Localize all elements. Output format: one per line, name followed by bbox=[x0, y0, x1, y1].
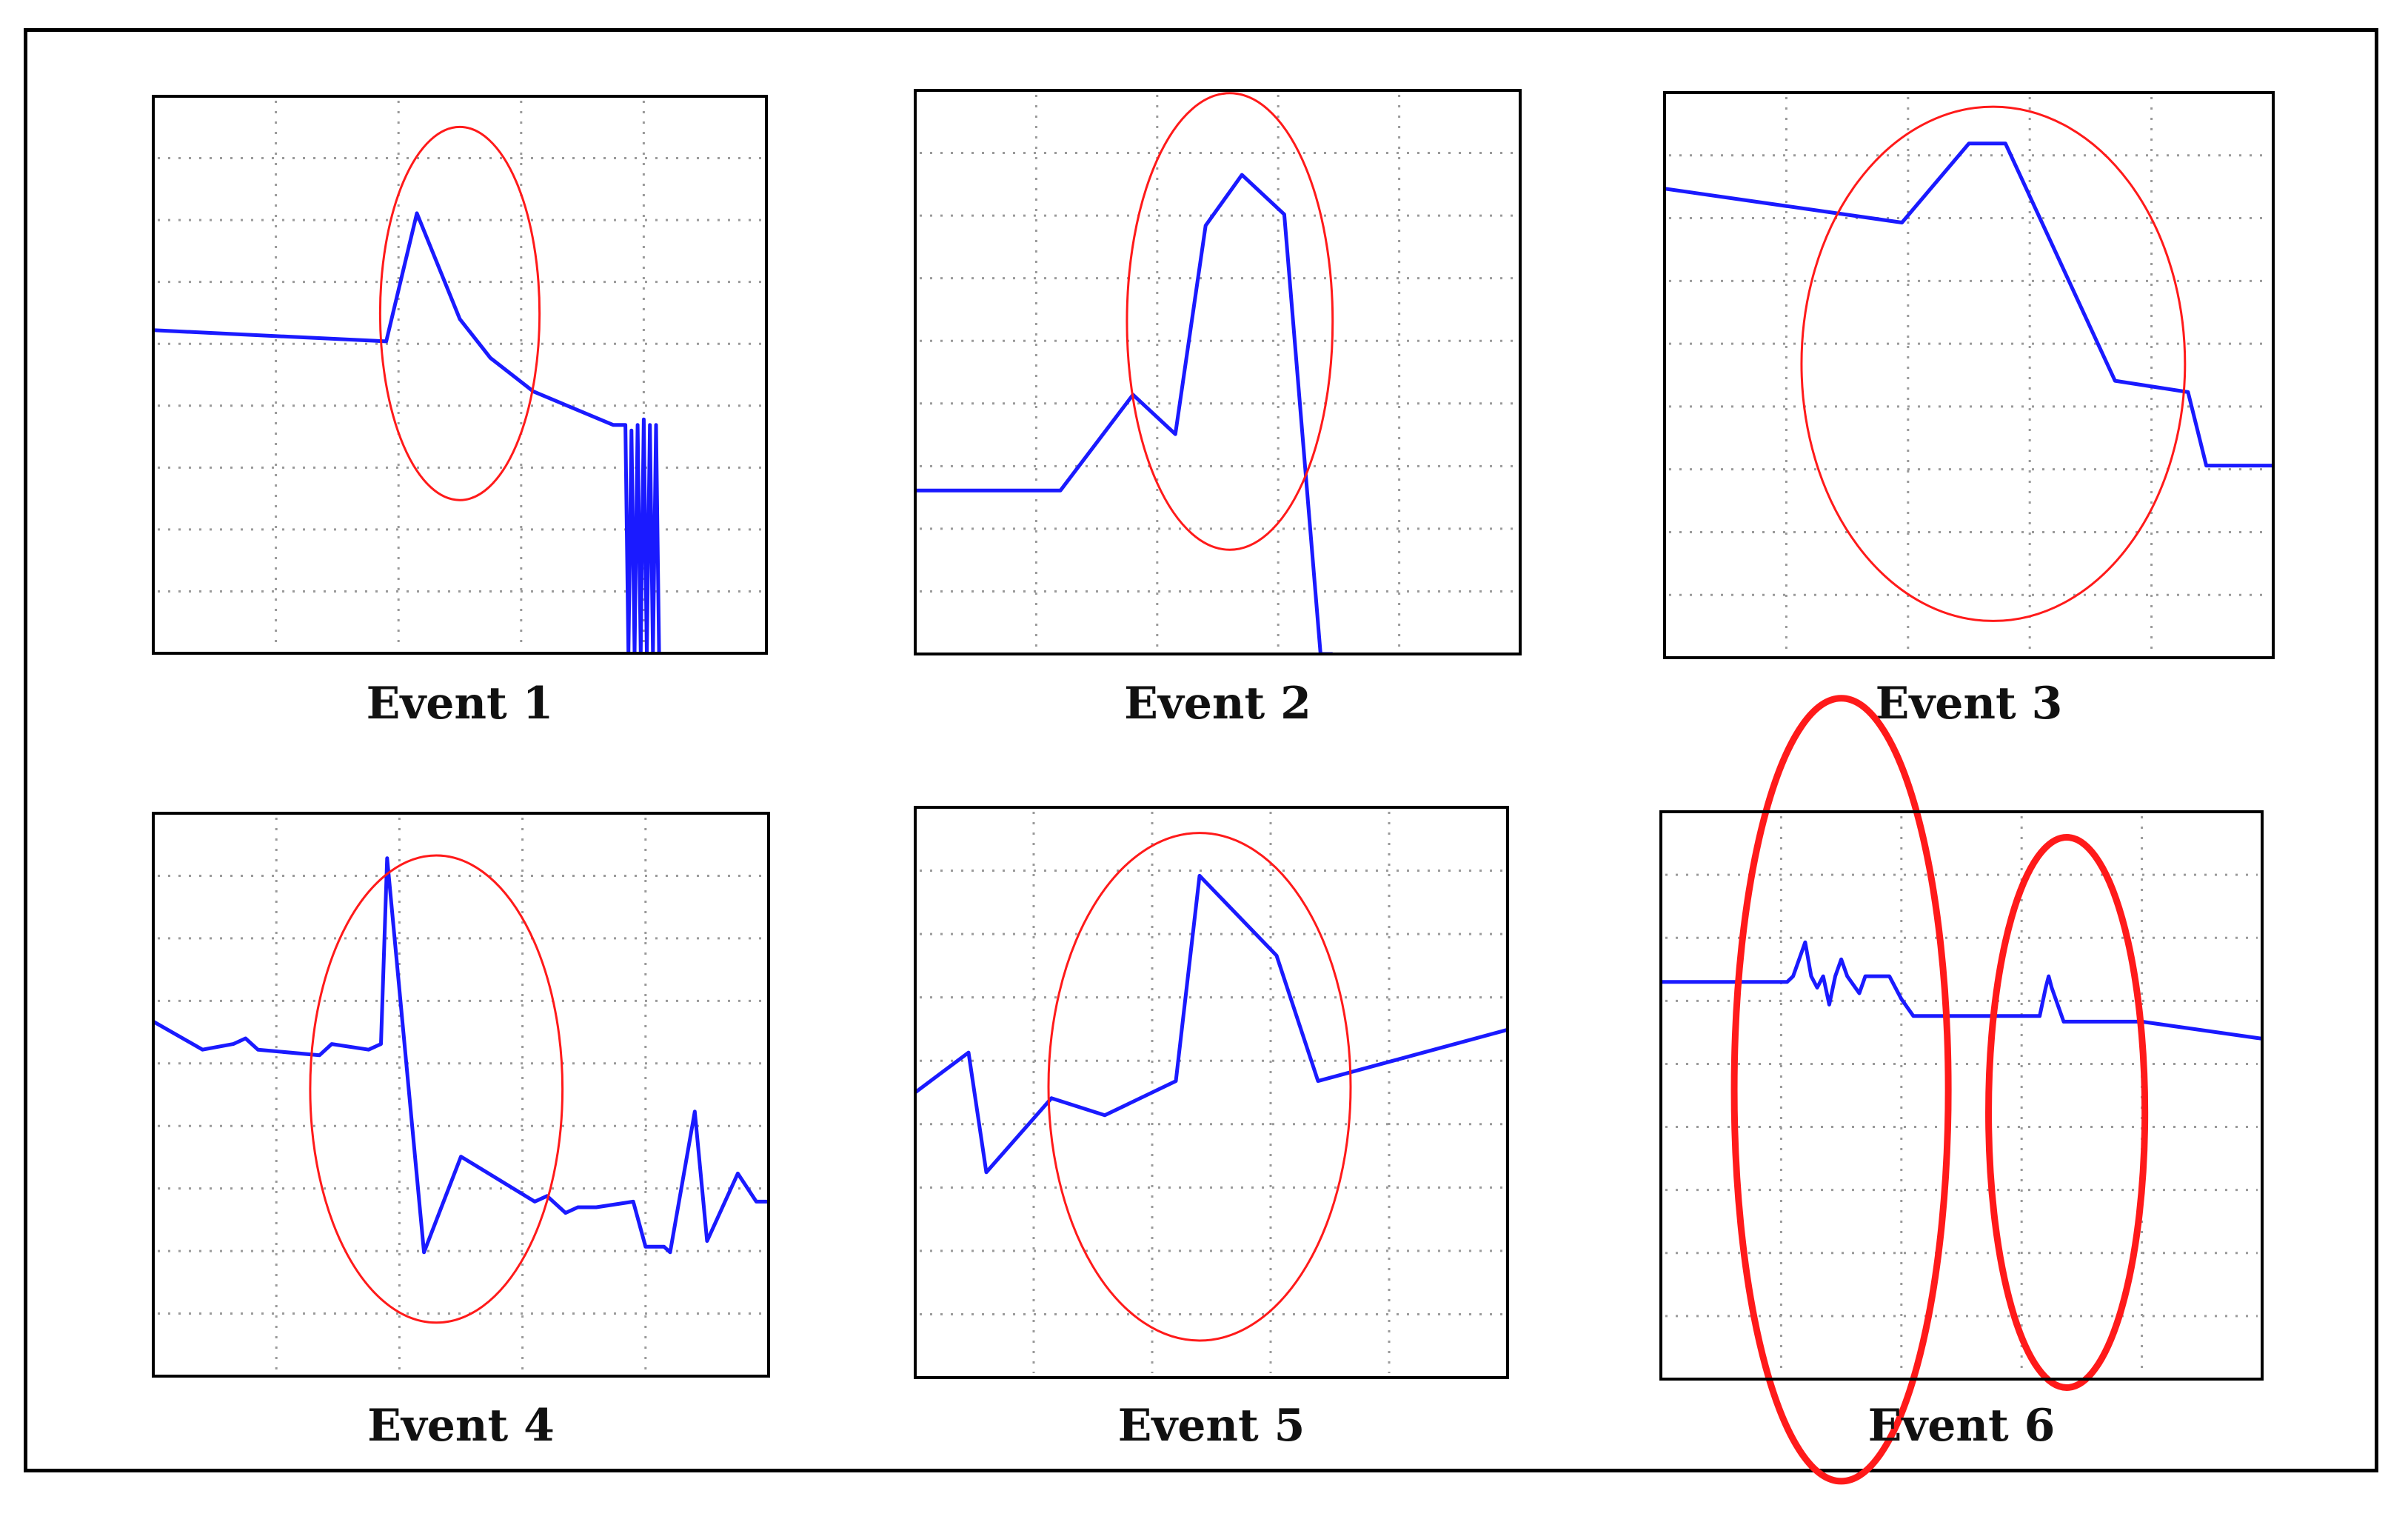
event-1-highlight-1 bbox=[378, 125, 541, 501]
event-3-highlight-1 bbox=[1800, 105, 2187, 622]
event-3-trace bbox=[1665, 141, 2273, 468]
event-1-panel: Event 1 bbox=[152, 95, 768, 730]
event-6-highlight-2 bbox=[1985, 833, 2149, 1391]
event-2-plot-area bbox=[915, 90, 1520, 654]
event-5-border bbox=[914, 806, 1509, 1379]
event-3-border bbox=[1663, 91, 2275, 659]
event-5-trace bbox=[915, 873, 1508, 1175]
event-5-highlight-1 bbox=[1047, 832, 1352, 1342]
event-4-border bbox=[152, 812, 770, 1378]
event-4-panel: Event 4 bbox=[152, 812, 770, 1452]
event-6-label: Event 6 bbox=[1868, 1400, 2056, 1452]
event-3-panel: Event 3 bbox=[1663, 91, 2275, 730]
event-3-plot-area bbox=[1665, 93, 2273, 658]
event-4-plot-area bbox=[153, 813, 769, 1376]
event-2-label: Event 2 bbox=[1124, 678, 1311, 730]
event-4-label: Event 4 bbox=[367, 1400, 555, 1452]
event-3-label: Event 3 bbox=[1876, 678, 2063, 730]
event-6-trace bbox=[1661, 940, 2262, 1041]
event-2-highlight-1 bbox=[1126, 92, 1334, 551]
event-5-grid bbox=[920, 812, 1503, 1373]
event-1-plot-area bbox=[153, 96, 766, 653]
event-2-trace bbox=[915, 173, 1333, 654]
event-2-border bbox=[914, 89, 1522, 655]
event-6-border bbox=[1659, 810, 2264, 1381]
event-2-panel: Event 2 bbox=[914, 89, 1522, 730]
event-6-panel: Event 6 bbox=[1659, 695, 2264, 1485]
event-4-trace bbox=[153, 856, 769, 1255]
event-5-label: Event 5 bbox=[1118, 1400, 1305, 1452]
event-5-plot-area bbox=[915, 807, 1508, 1378]
event-1-label: Event 1 bbox=[367, 678, 554, 730]
event-6-highlight-1 bbox=[1730, 695, 1952, 1485]
event-4-highlight-1 bbox=[309, 854, 564, 1324]
event-1-trace bbox=[153, 211, 661, 653]
event-5-panel: Event 5 bbox=[914, 806, 1509, 1452]
event-6-plot-area bbox=[1661, 812, 2262, 1379]
event-1-border bbox=[152, 95, 768, 655]
